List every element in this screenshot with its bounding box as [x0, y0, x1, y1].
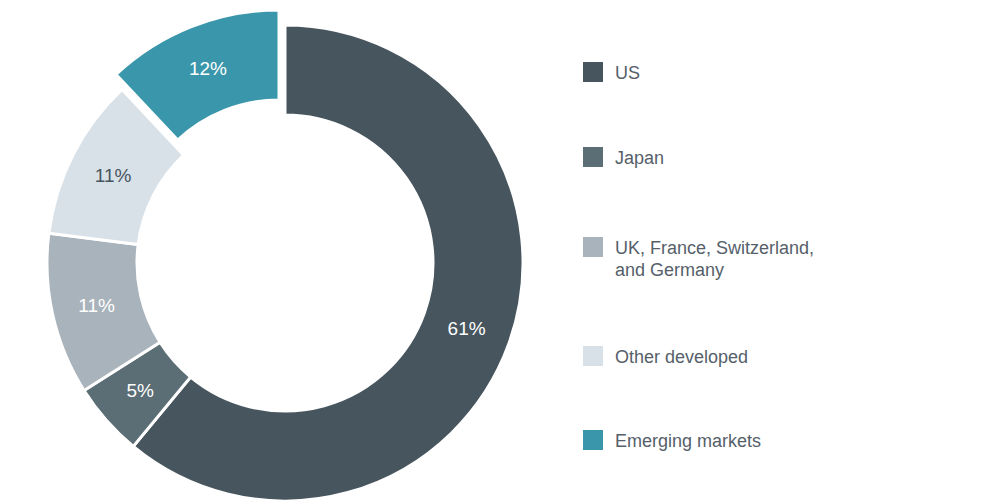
svg-text:61%: 61%: [448, 318, 486, 339]
html-text:US: US: [615, 63, 640, 83]
svg-text:11%: 11%: [78, 295, 115, 316]
html-text:Emerging markets: Emerging markets: [615, 431, 762, 451]
svg-text:5%: 5%: [126, 380, 154, 401]
svg-text:11%: 11%: [95, 165, 132, 186]
html-text:Japan: Japan: [615, 148, 664, 168]
html-text:Other developed: Other developed: [615, 347, 749, 367]
html-text:UK, France, Switzerland, and G: UK, France, Switzerland, and Germany: [615, 238, 815, 280]
svg-text:12%: 12%: [189, 58, 227, 79]
